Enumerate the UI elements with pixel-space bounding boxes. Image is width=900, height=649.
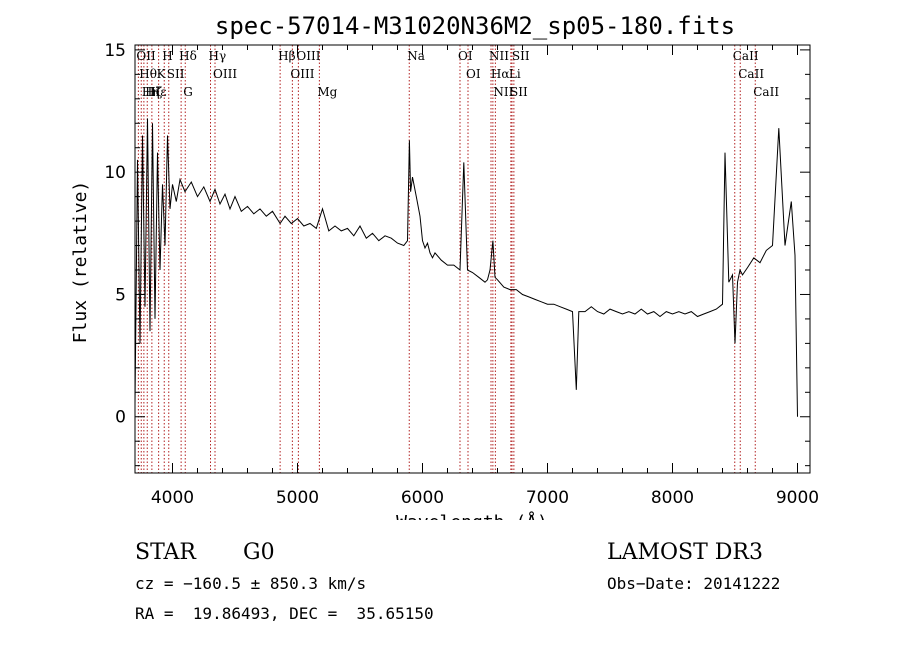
marker-label-20: Hα: [491, 67, 510, 81]
chart-title: spec-57014-M31020N36M2_sp05-180.fits: [215, 12, 735, 40]
x-tick-label-3: 7000: [526, 488, 569, 508]
marker-label-5: K: [157, 67, 167, 81]
redshift-line: cz = −160.5 ± 850.3 km/s: [135, 574, 367, 593]
marker-label-24: SII: [512, 49, 530, 63]
marker-label-1: Hθ: [139, 67, 157, 81]
spectrum-series: [134, 118, 798, 417]
y-tick-label-3: 15: [104, 41, 126, 61]
marker-label-17: OI: [458, 49, 473, 63]
coordinates-line: RA = 19.86493, DEC = 35.65150: [135, 604, 434, 623]
marker-label-25: CaII: [733, 49, 759, 63]
spectrum-chart: spec-57014-M31020N36M2_sp05-180.fits 400…: [70, 12, 819, 533]
marker-label-7: SII: [167, 67, 185, 81]
x-tick-label-2: 6000: [401, 488, 444, 508]
y-tick-label-1: 5: [115, 285, 126, 305]
x-tick-labels: 4000 5000 6000 7000 8000 9000: [151, 488, 819, 508]
marker-label-26: CaII: [738, 67, 764, 81]
line-markers: [137, 45, 756, 473]
marker-label-0: OII: [136, 49, 156, 63]
marker-label-8: Hδ: [179, 49, 197, 63]
plot-frame: [134, 44, 811, 474]
marker-label-11: OIII: [213, 67, 237, 81]
marker-label-9: G: [183, 85, 193, 99]
marker-label-14: OIII: [296, 49, 320, 63]
obs-date-line: Obs−Date: 20141222: [607, 574, 781, 593]
marker-label-16: Na: [407, 49, 425, 63]
y-axis-label: Flux (relative): [70, 181, 91, 344]
marker-label-12: Hβ: [278, 49, 295, 63]
subclass-label: G0: [243, 540, 275, 565]
marker-label-4: Hε: [150, 85, 167, 99]
marker-label-10: Hγ: [209, 49, 227, 63]
marker-label-27: CaII: [753, 85, 779, 99]
x-tick-label-5: 9000: [776, 488, 819, 508]
x-tick-label-4: 8000: [651, 488, 694, 508]
y-tick-labels: 0 5 10 15: [104, 41, 126, 428]
marker-label-22: Li: [509, 67, 521, 81]
marker-label-3: Hζ: [145, 85, 162, 99]
y-tick-label-2: 10: [104, 163, 126, 183]
x-tick-label-0: 4000: [151, 488, 194, 508]
marker-label-23: SII: [510, 85, 528, 99]
marker-label-15: Mg: [317, 85, 337, 99]
classification-label: STAR: [135, 540, 196, 565]
marker-label-19: NII: [489, 49, 509, 63]
marker-label-21: NII: [493, 85, 513, 99]
survey-label: LAMOST DR3: [607, 540, 763, 565]
spectrum-line: [134, 118, 798, 417]
y-tick-label-0: 0: [115, 408, 126, 428]
axis-ticks: [135, 45, 810, 473]
x-axis-label: Wavelength (Å): [396, 511, 548, 520]
marker-label-13: OIII: [290, 67, 314, 81]
x-tick-label-1: 5000: [276, 488, 319, 508]
marker-label-6: H: [162, 49, 172, 63]
marker-label-2: Hη: [142, 85, 160, 99]
marker-label-18: OI: [466, 67, 481, 81]
